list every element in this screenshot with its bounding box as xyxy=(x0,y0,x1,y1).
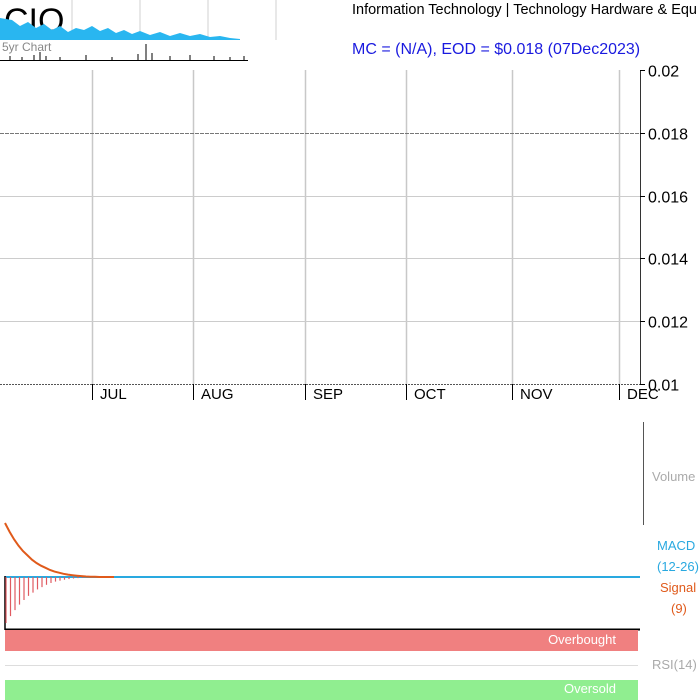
macd-panel xyxy=(4,522,640,631)
oversold-label: Oversold xyxy=(564,681,616,696)
y-tick-label: 0.014 xyxy=(648,252,688,269)
price-x-axis: JUL AUG SEP OCT NOV DEC xyxy=(92,384,659,403)
price-y-axis: 0.02 0.018 0.016 0.014 0.012 0.01 xyxy=(640,64,688,395)
mini-chart-area xyxy=(0,18,240,40)
overbought-label: Overbought xyxy=(548,632,616,647)
x-tick-label: DEC xyxy=(627,386,659,403)
volume-label: Volume xyxy=(652,469,695,484)
rsi-label: RSI(14) xyxy=(652,657,697,672)
macd-params-label: (12-26) xyxy=(657,559,699,574)
market-cap-eod: MC = (N/A), EOD = $0.018 (07Dec2023) xyxy=(352,41,640,58)
signal-label: Signal xyxy=(660,580,696,595)
mini-chart-volume xyxy=(9,44,245,60)
overbought-band xyxy=(5,630,638,651)
x-tick-label: JUL xyxy=(100,386,127,403)
x-tick-label: OCT xyxy=(414,386,446,403)
x-tick-label: NOV xyxy=(520,386,553,403)
x-tick-label: AUG xyxy=(201,386,234,403)
price-grid xyxy=(0,70,641,385)
mini-chart-label: 5yr Chart xyxy=(2,40,52,54)
signal-line xyxy=(4,522,114,578)
signal-params-label: (9) xyxy=(671,601,687,616)
y-tick-label: 0.018 xyxy=(648,127,688,144)
y-tick-label: 0.01 xyxy=(648,378,679,395)
x-tick-label: SEP xyxy=(313,386,343,403)
y-tick-label: 0.012 xyxy=(648,315,688,332)
y-tick-label: 0.016 xyxy=(648,190,688,207)
sector-label: Information Technology | Technology Hard… xyxy=(352,2,697,18)
oversold-band xyxy=(5,680,638,700)
y-tick-label: 0.02 xyxy=(648,64,679,81)
macd-label: MACD xyxy=(657,538,695,553)
five-year-mini-chart: 5yr Chart xyxy=(0,0,277,61)
